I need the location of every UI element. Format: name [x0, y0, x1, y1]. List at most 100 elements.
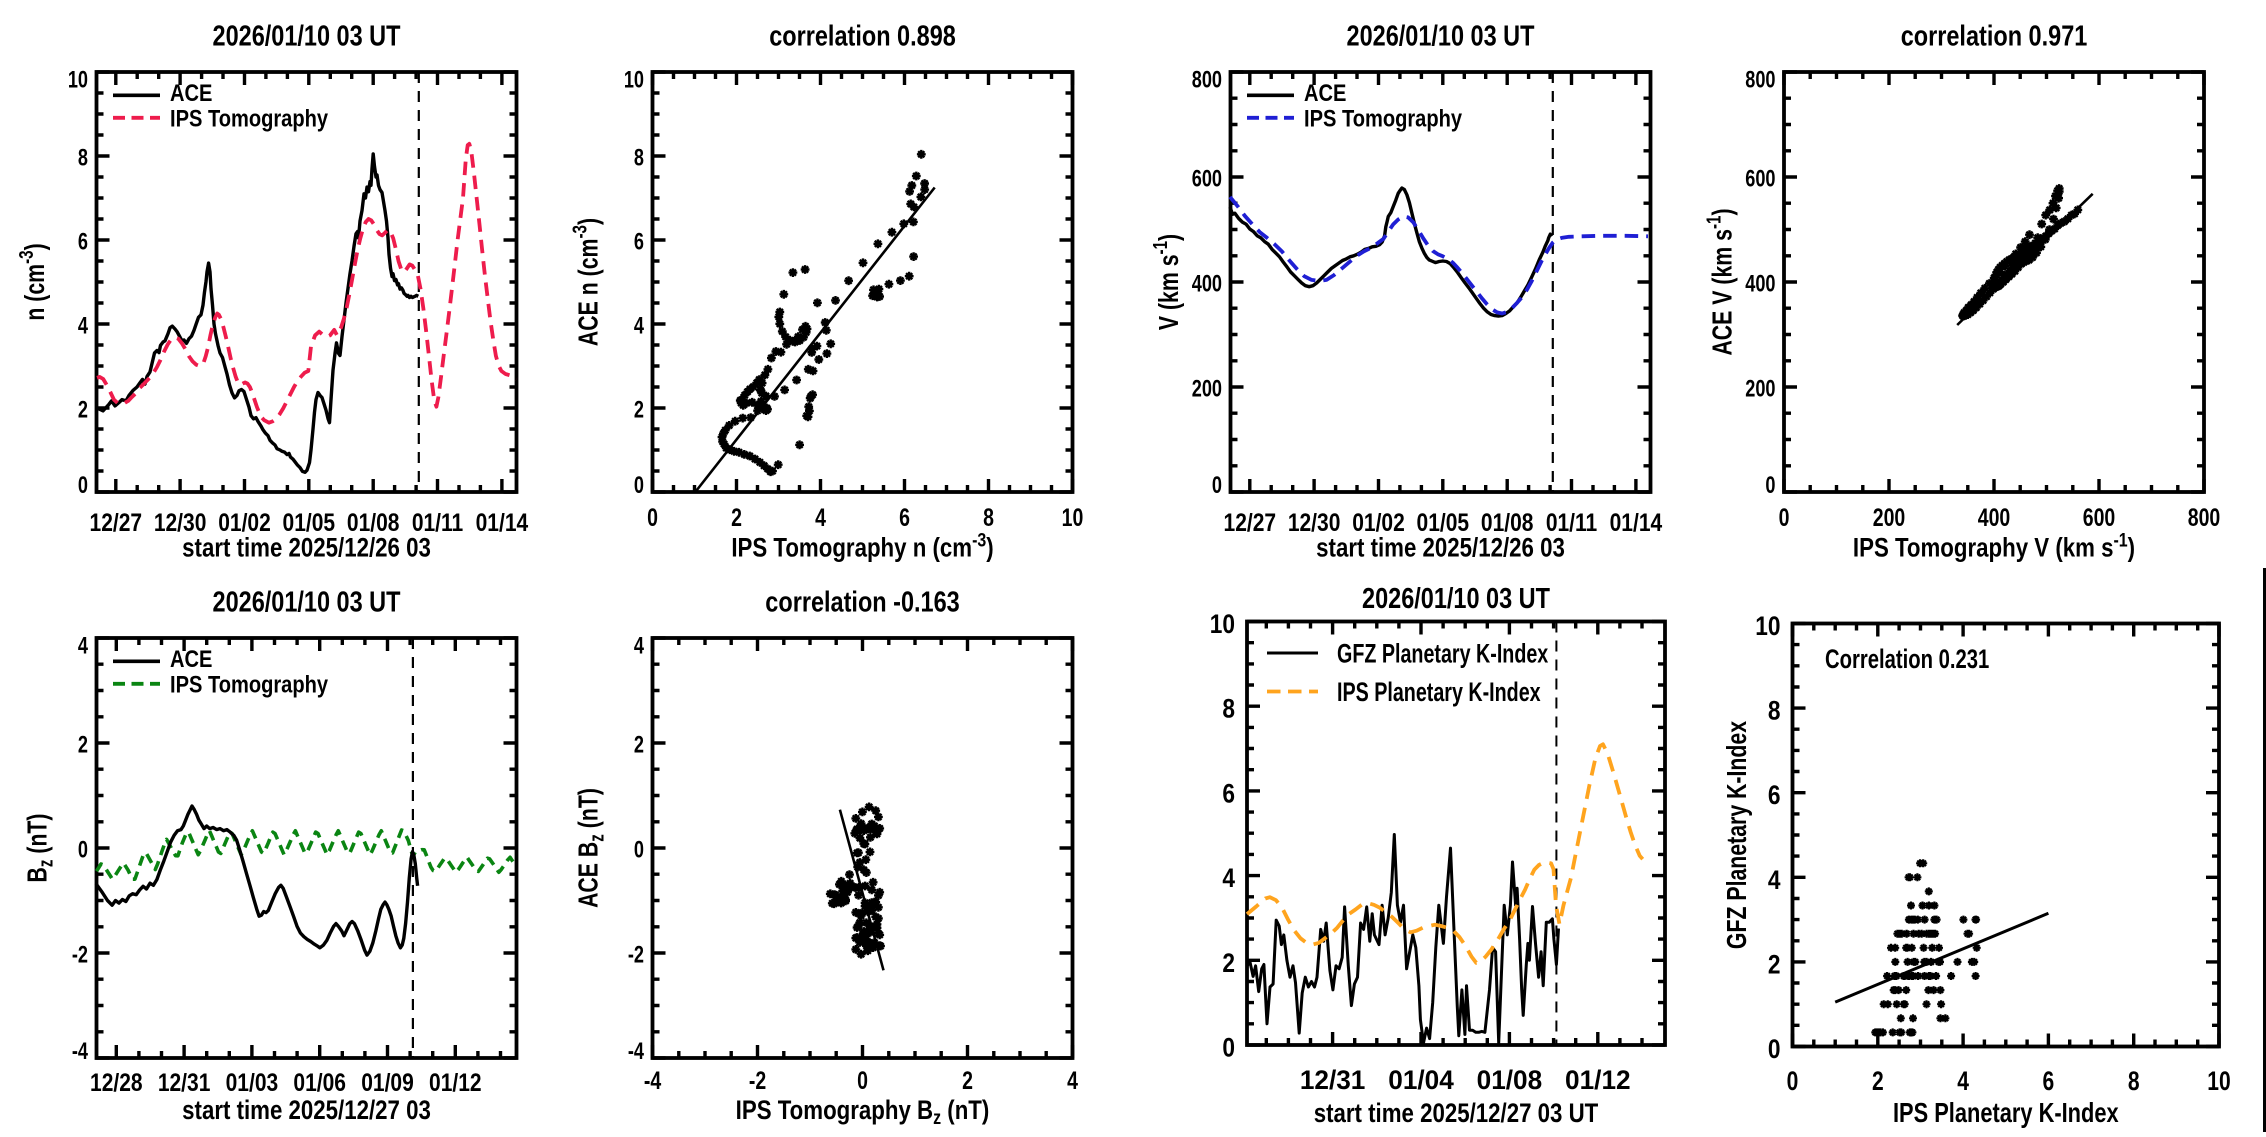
- svg-text:4: 4: [78, 631, 88, 659]
- svg-text:8: 8: [78, 143, 88, 171]
- svg-text:01/14: 01/14: [1610, 508, 1663, 536]
- svg-text:800: 800: [2188, 504, 2221, 532]
- svg-text:0: 0: [1222, 1033, 1235, 1063]
- svg-text:6: 6: [2043, 1067, 2055, 1097]
- svg-text:600: 600: [1745, 164, 1775, 192]
- svg-text:0: 0: [1787, 1067, 1799, 1097]
- svg-text:ACE: ACE: [1304, 79, 1346, 106]
- svg-text:start time 2025/12/27 03 UT: start time 2025/12/27 03 UT: [1314, 1099, 1599, 1128]
- svg-text:4: 4: [634, 311, 644, 339]
- svg-text:01/12: 01/12: [429, 1068, 482, 1096]
- svg-text:IPS Tomography: IPS Tomography: [170, 671, 329, 698]
- svg-text:400: 400: [1978, 504, 2011, 532]
- svg-text:2: 2: [634, 395, 644, 423]
- svg-text:2026/01/10 03 UT: 2026/01/10 03 UT: [213, 585, 401, 618]
- svg-text:01/04: 01/04: [1388, 1065, 1454, 1095]
- svg-text:ACE V (km s-1​): ACE V (km s-1​): [1702, 208, 1738, 355]
- svg-text:200: 200: [1873, 504, 1906, 532]
- svg-text:12/30: 12/30: [154, 508, 207, 536]
- svg-text:01/06: 01/06: [293, 1068, 346, 1096]
- svg-text:-2: -2: [749, 1067, 766, 1095]
- svg-text:0: 0: [634, 835, 644, 863]
- svg-text:01/08: 01/08: [1477, 1065, 1542, 1095]
- svg-text:correlation 0.971: correlation 0.971: [1901, 19, 2088, 52]
- svg-text:6: 6: [899, 504, 910, 532]
- svg-text:01/03: 01/03: [226, 1068, 279, 1096]
- svg-text:10: 10: [624, 65, 644, 93]
- svg-text:IPS Tomography: IPS Tomography: [1304, 105, 1463, 132]
- svg-text:400: 400: [1745, 269, 1775, 297]
- svg-text:Correlation 0.231: Correlation 0.231: [1825, 644, 1989, 675]
- svg-text:0: 0: [1768, 1034, 1781, 1064]
- svg-text:0: 0: [647, 504, 658, 532]
- svg-text:800: 800: [1745, 65, 1775, 93]
- svg-text:4: 4: [1768, 865, 1781, 895]
- svg-text:2026/01/10 03 UT: 2026/01/10 03 UT: [213, 19, 401, 52]
- svg-text:start time 2025/12/26 03: start time 2025/12/26 03: [182, 534, 431, 563]
- svg-text:12/27: 12/27: [1224, 508, 1277, 536]
- svg-text:0: 0: [1765, 470, 1775, 498]
- svg-text:0: 0: [78, 470, 88, 498]
- svg-text:8: 8: [983, 504, 994, 532]
- svg-text:10: 10: [1755, 611, 1780, 641]
- svg-text:ACE: ACE: [170, 79, 212, 106]
- svg-text:8: 8: [1768, 696, 1781, 726]
- svg-text:01/11: 01/11: [412, 508, 464, 536]
- svg-text:8: 8: [1222, 694, 1235, 724]
- svg-text:6: 6: [1768, 780, 1781, 810]
- svg-text:01/08: 01/08: [1481, 508, 1534, 536]
- svg-text:2: 2: [731, 504, 742, 532]
- svg-text:2026/01/10 03 UT: 2026/01/10 03 UT: [1347, 19, 1535, 52]
- svg-text:correlation -0.163: correlation -0.163: [765, 585, 959, 618]
- svg-text:-4: -4: [644, 1067, 662, 1095]
- svg-text:2: 2: [78, 395, 88, 423]
- svg-text:ACE Bz​ (nT): ACE Bz​ (nT): [573, 788, 608, 908]
- svg-text:10: 10: [1210, 609, 1235, 639]
- svg-text:8: 8: [2128, 1067, 2140, 1097]
- svg-text:12/30: 12/30: [1288, 508, 1341, 536]
- svg-text:2: 2: [1768, 950, 1781, 980]
- svg-text:2: 2: [634, 730, 644, 758]
- svg-text:ACE: ACE: [170, 645, 212, 672]
- svg-text:800: 800: [1192, 65, 1222, 93]
- svg-text:600: 600: [1192, 164, 1222, 192]
- svg-text:-4: -4: [72, 1036, 88, 1064]
- svg-text:6: 6: [78, 227, 88, 255]
- svg-text:4: 4: [1067, 1067, 1078, 1095]
- svg-text:01/05: 01/05: [283, 508, 336, 536]
- svg-text:6: 6: [1222, 779, 1235, 809]
- svg-text:2: 2: [78, 730, 88, 758]
- svg-text:4: 4: [78, 311, 88, 339]
- svg-text:start time 2025/12/27 03: start time 2025/12/27 03: [182, 1096, 431, 1125]
- svg-text:400: 400: [1192, 269, 1222, 297]
- svg-text:IPS Planetary K-Index: IPS Planetary K-Index: [1893, 1097, 2119, 1128]
- svg-text:01/08: 01/08: [347, 508, 400, 536]
- svg-text:200: 200: [1745, 374, 1775, 402]
- svg-text:10: 10: [1062, 504, 1084, 532]
- svg-text:10: 10: [68, 65, 88, 93]
- svg-text:12/31: 12/31: [1300, 1065, 1366, 1095]
- svg-text:4: 4: [1222, 863, 1235, 893]
- svg-text:start time 2025/12/26 03: start time 2025/12/26 03: [1316, 534, 1565, 563]
- svg-text:0: 0: [78, 835, 88, 863]
- svg-text:6: 6: [634, 227, 644, 255]
- svg-text:0: 0: [1212, 470, 1222, 498]
- svg-text:correlation 0.898: correlation 0.898: [769, 19, 956, 52]
- svg-text:ACE n (cm-3​): ACE n (cm-3​): [568, 218, 604, 346]
- svg-text:0: 0: [1779, 504, 1790, 532]
- svg-text:2: 2: [1872, 1067, 1884, 1097]
- svg-text:-2: -2: [72, 940, 88, 968]
- svg-text:0: 0: [634, 470, 644, 498]
- svg-text:01/09: 01/09: [361, 1068, 414, 1096]
- svg-text:01/05: 01/05: [1417, 508, 1470, 536]
- svg-text:4: 4: [1957, 1067, 1969, 1097]
- svg-text:Bz​ (nT): Bz​ (nT): [22, 813, 57, 882]
- svg-text:12/28: 12/28: [90, 1068, 143, 1096]
- svg-text:GFZ Planetary K-Index: GFZ Planetary K-Index: [1337, 640, 1548, 670]
- svg-text:-4: -4: [628, 1036, 644, 1064]
- svg-text:01/11: 01/11: [1546, 508, 1598, 536]
- svg-text:-2: -2: [628, 940, 644, 968]
- svg-text:IPS Tomography V (km s-1​): IPS Tomography V (km s-1​): [1853, 529, 2135, 563]
- svg-text:10: 10: [2207, 1067, 2230, 1097]
- svg-text:01/02: 01/02: [1352, 508, 1405, 536]
